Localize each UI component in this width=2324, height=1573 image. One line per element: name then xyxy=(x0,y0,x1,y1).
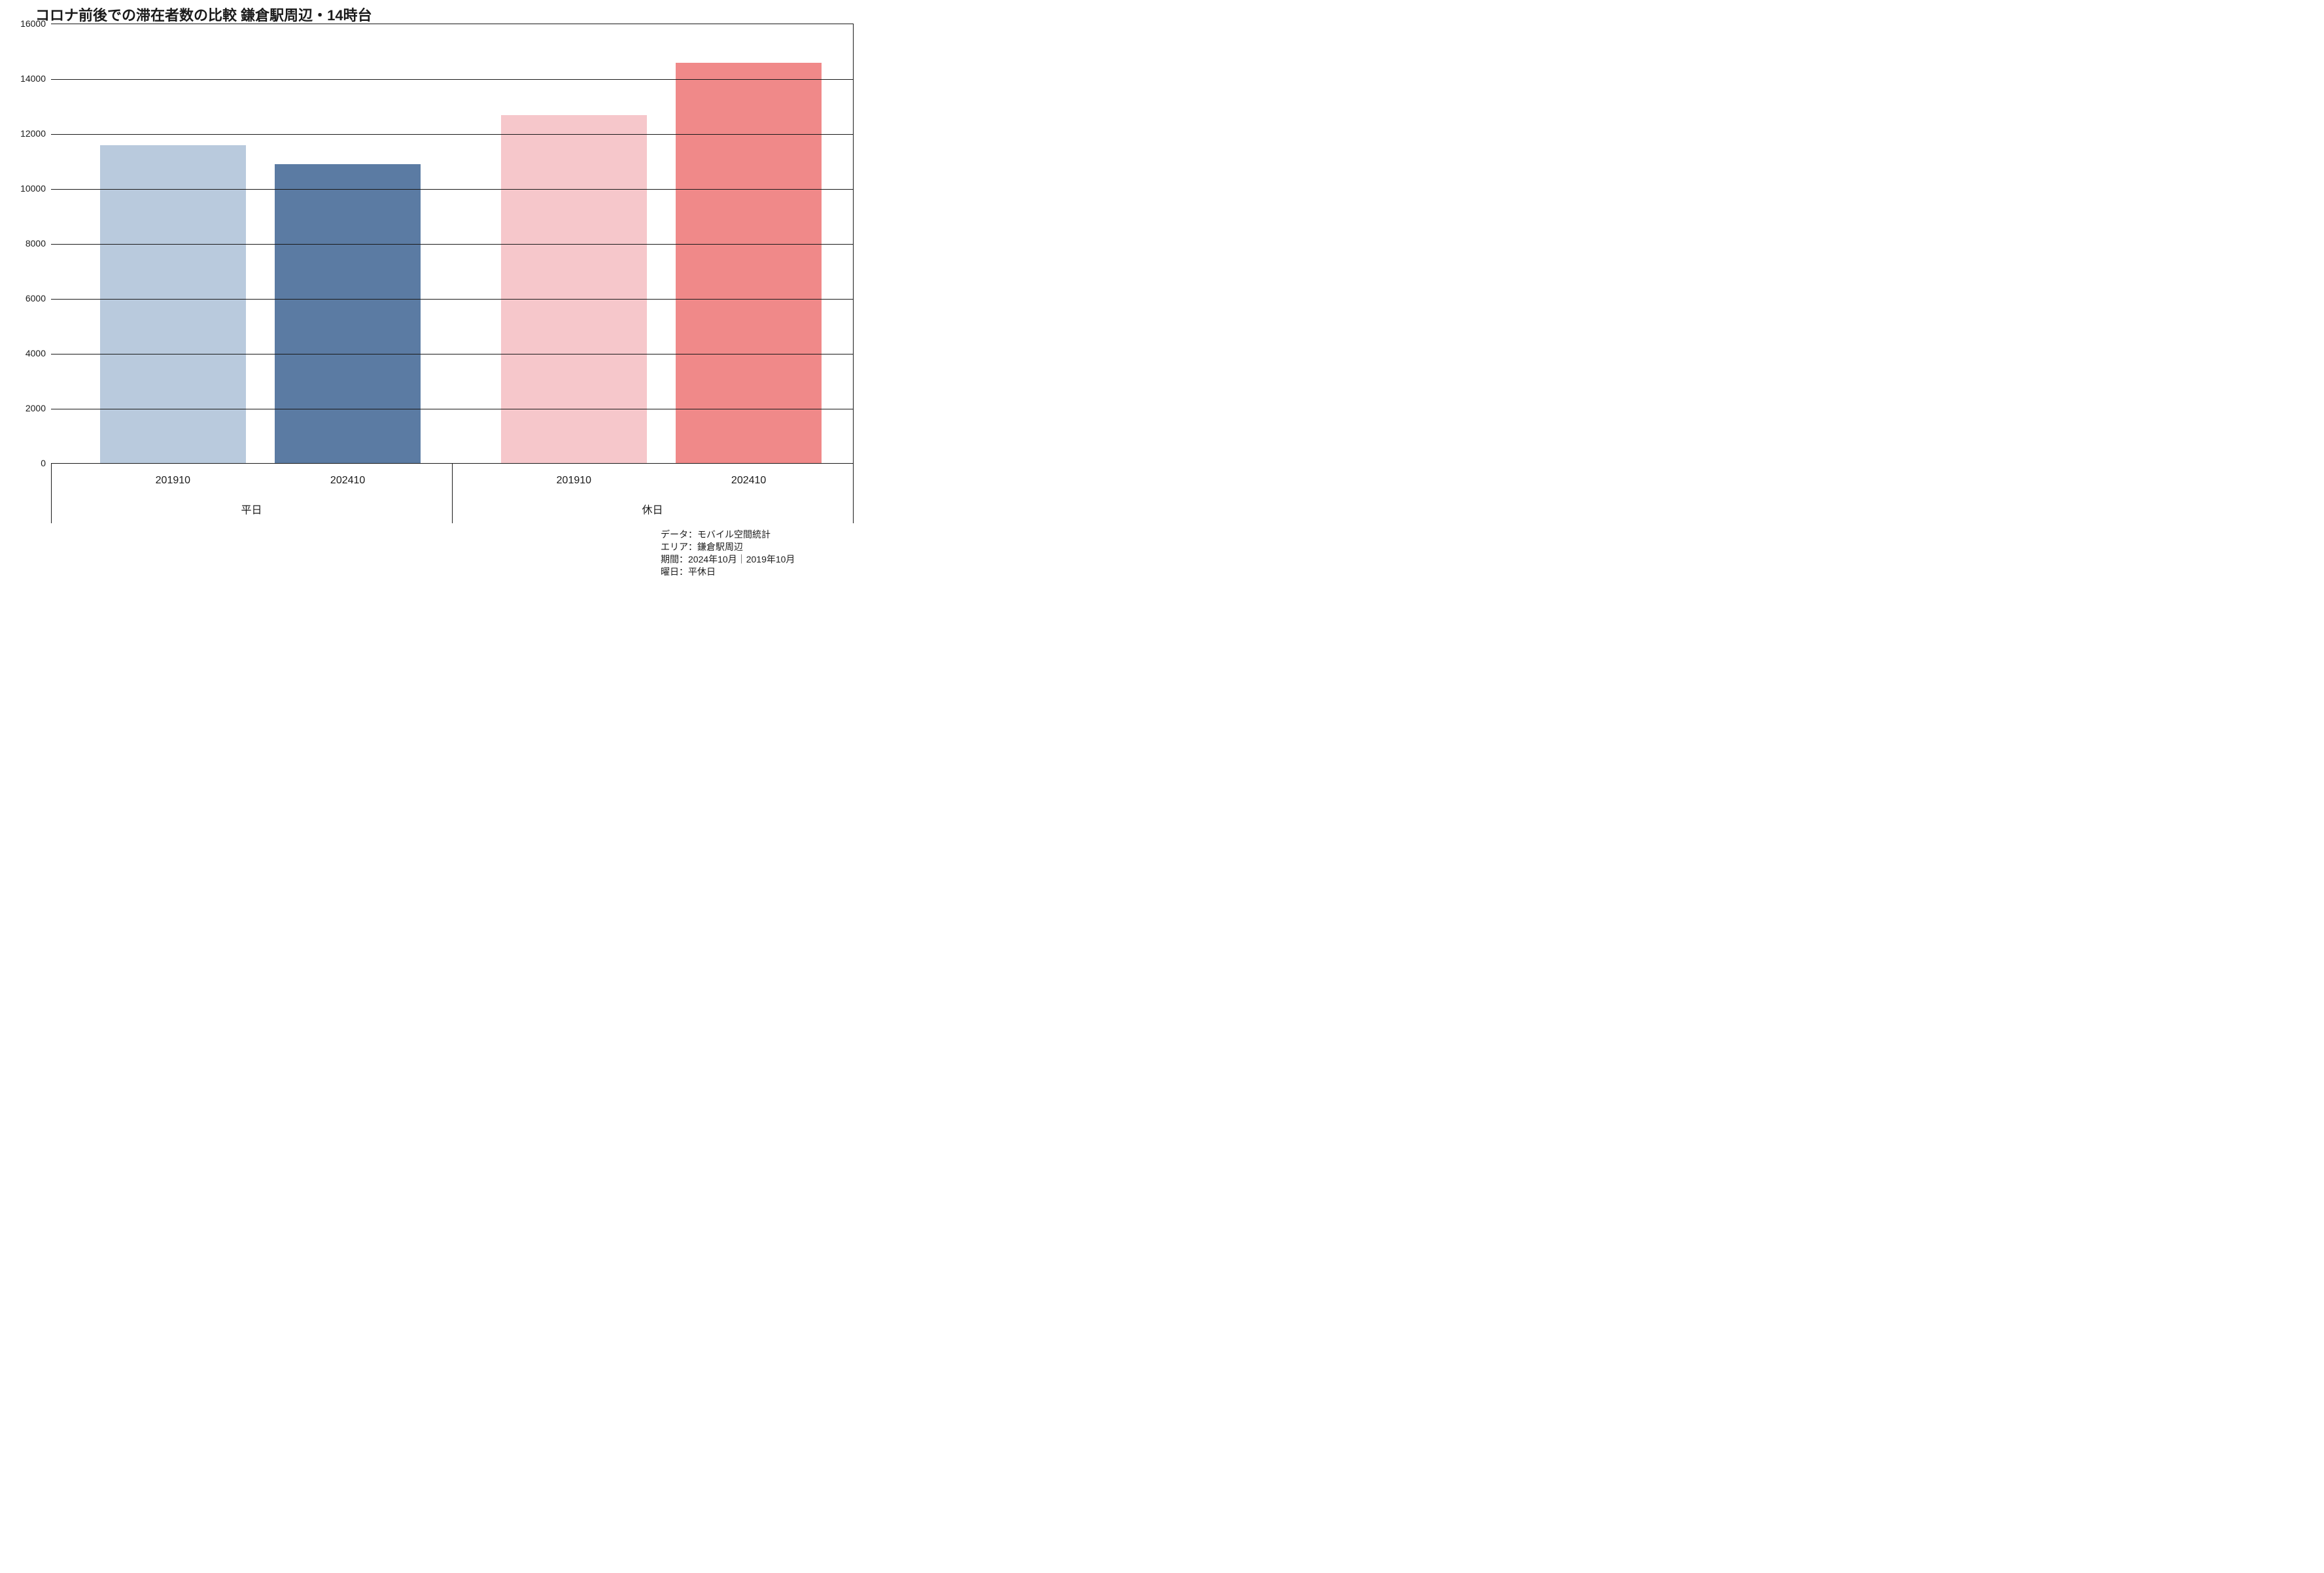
bar xyxy=(501,115,647,464)
grid-line xyxy=(51,244,853,245)
x-tick-label: 201910 xyxy=(156,475,190,487)
grid-line xyxy=(51,134,853,135)
x-group-divider xyxy=(51,463,52,523)
x-axis: 201910 202410 201910 202410 平日 休日 xyxy=(51,463,853,523)
plot-area xyxy=(51,24,854,464)
x-group-label: 休日 xyxy=(642,501,663,517)
x-group-label: 平日 xyxy=(241,501,262,517)
grid-line xyxy=(51,79,853,80)
bar-chart-container: コロナ前後での滞在者数の比較 鎌倉駅周辺・14時台 20191020241020… xyxy=(0,0,863,589)
x-tick-label: 202410 xyxy=(330,475,365,487)
y-tick-label: 6000 xyxy=(7,293,46,303)
x-tick-label: 201910 xyxy=(557,475,591,487)
grid-line xyxy=(51,299,853,300)
y-tick-label: 16000 xyxy=(7,18,46,29)
y-tick-label: 12000 xyxy=(7,128,46,139)
bar xyxy=(676,63,822,464)
x-group-divider xyxy=(853,463,854,523)
grid-line xyxy=(51,189,853,190)
y-tick-label: 2000 xyxy=(7,403,46,413)
y-tick-label: 0 xyxy=(7,458,46,468)
x-group-divider xyxy=(452,463,453,523)
bar xyxy=(275,164,421,464)
y-tick-label: 14000 xyxy=(7,73,46,84)
x-tick-label: 202410 xyxy=(731,475,766,487)
chart-title: コロナ前後での滞在者数の比較 鎌倉駅周辺・14時台 xyxy=(35,4,372,25)
chart-footnote: データ：モバイル空間統計 エリア：鎌倉駅周辺 期間：2024年10月｜2019年… xyxy=(661,528,795,578)
y-tick-label: 8000 xyxy=(7,238,46,249)
y-tick-label: 10000 xyxy=(7,183,46,194)
bar xyxy=(100,145,246,464)
y-tick-label: 4000 xyxy=(7,348,46,358)
